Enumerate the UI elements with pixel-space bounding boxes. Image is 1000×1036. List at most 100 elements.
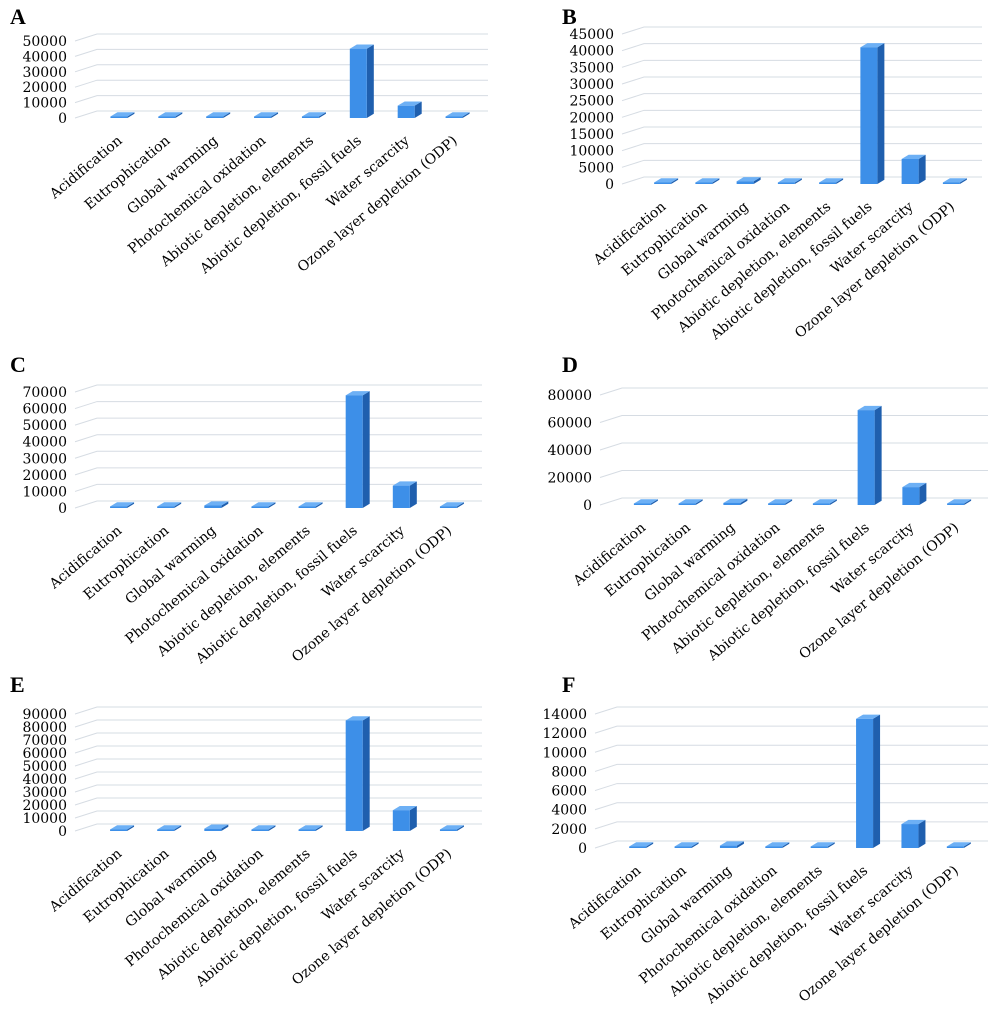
gridline — [74, 719, 482, 728]
y-tick-label: 14000 — [542, 707, 587, 723]
bar — [901, 159, 919, 184]
y-tick-label: 45000 — [569, 27, 614, 43]
bar-side — [963, 842, 971, 848]
y-tick-label: 70000 — [22, 385, 67, 401]
y-tick-label: 35000 — [569, 60, 614, 76]
bar — [856, 718, 874, 848]
bar — [251, 506, 269, 508]
gridline — [74, 810, 482, 819]
y-tick-label: 60000 — [22, 746, 67, 762]
y-tick-label: 40000 — [569, 44, 614, 60]
gridline — [74, 95, 488, 104]
bar-top — [298, 825, 323, 830]
bar — [678, 503, 696, 505]
gridline — [74, 797, 482, 806]
bar-side — [127, 502, 135, 508]
chart-panel-d: D020000400006000080000AcidificationEutro… — [547, 352, 988, 665]
bar-side — [650, 499, 658, 505]
bar-side — [794, 178, 802, 184]
bar-side — [736, 841, 744, 848]
bar-top — [695, 178, 720, 183]
y-tick-label: 0 — [58, 824, 67, 840]
bar-top — [439, 825, 464, 830]
y-tick-label: 50000 — [22, 759, 67, 775]
bar — [633, 503, 651, 505]
bar — [723, 502, 741, 505]
gridline — [74, 401, 482, 410]
bar-top — [947, 499, 972, 504]
bar-top — [777, 178, 802, 183]
bar — [206, 116, 224, 118]
bar — [695, 182, 713, 184]
bar-side — [671, 178, 679, 184]
gridline — [74, 467, 482, 476]
bar — [110, 506, 128, 508]
bar-top — [633, 499, 658, 504]
panel-letter: F — [562, 672, 575, 697]
bar — [629, 846, 647, 848]
y-tick-label: 0 — [58, 501, 67, 517]
bar-side — [782, 842, 790, 848]
panel-letter: A — [10, 4, 26, 29]
bar-top — [819, 178, 844, 183]
bar-side — [127, 825, 135, 831]
gridline — [621, 93, 982, 102]
bar-side — [315, 825, 323, 831]
gridline — [74, 784, 482, 793]
bar-side — [753, 177, 761, 184]
bar-side — [174, 825, 182, 831]
bar-top — [860, 43, 885, 48]
y-tick-label: 10000 — [22, 484, 67, 500]
y-tick-label: 50000 — [22, 418, 67, 434]
bar-top — [736, 177, 761, 182]
x-category-label: Ozone layer depletion (ODP) — [796, 520, 962, 663]
bar-top — [856, 714, 881, 719]
bar-top — [810, 842, 835, 847]
bar — [812, 503, 830, 505]
bar-top — [765, 842, 790, 847]
y-tick-label: 30000 — [22, 451, 67, 467]
bar-side — [456, 825, 464, 831]
bar — [674, 846, 692, 848]
bar — [819, 182, 837, 184]
bar — [439, 506, 457, 508]
bar-side — [964, 499, 972, 505]
gridline — [74, 64, 488, 73]
gridline — [594, 783, 988, 792]
bar — [654, 182, 672, 184]
bar — [349, 48, 367, 119]
bar-side — [646, 842, 654, 848]
bar-side — [268, 825, 276, 831]
y-tick-label: 60000 — [22, 402, 67, 418]
chart-panel-c: C010000200003000040000500006000070000Aci… — [10, 352, 482, 668]
bar-top — [397, 101, 422, 106]
bar-top — [110, 825, 135, 830]
bar-side — [456, 502, 464, 508]
bar-top — [301, 112, 326, 117]
bar-top — [439, 502, 464, 507]
y-tick-label: 0 — [58, 111, 67, 127]
bar-side — [918, 154, 926, 184]
bar-top — [110, 502, 135, 507]
bar — [445, 116, 463, 118]
bar-top — [812, 499, 837, 504]
gridline — [74, 434, 482, 443]
y-tick-label: 0 — [583, 498, 592, 514]
bar-side — [366, 44, 374, 118]
bar — [397, 105, 415, 118]
bar-top — [392, 806, 417, 811]
y-tick-label: 10000 — [22, 811, 67, 827]
bar-side — [409, 806, 417, 831]
gridline — [594, 725, 988, 734]
bar-side — [315, 502, 323, 508]
y-tick-label: 15000 — [569, 127, 614, 143]
bar — [810, 846, 828, 848]
bar-top — [110, 112, 135, 117]
gridline — [621, 159, 982, 168]
bar — [345, 395, 363, 508]
bar-side — [362, 391, 370, 508]
bar-side — [691, 842, 699, 848]
bar-side — [318, 112, 326, 118]
bar-side — [827, 842, 835, 848]
y-tick-label: 20000 — [547, 471, 592, 487]
